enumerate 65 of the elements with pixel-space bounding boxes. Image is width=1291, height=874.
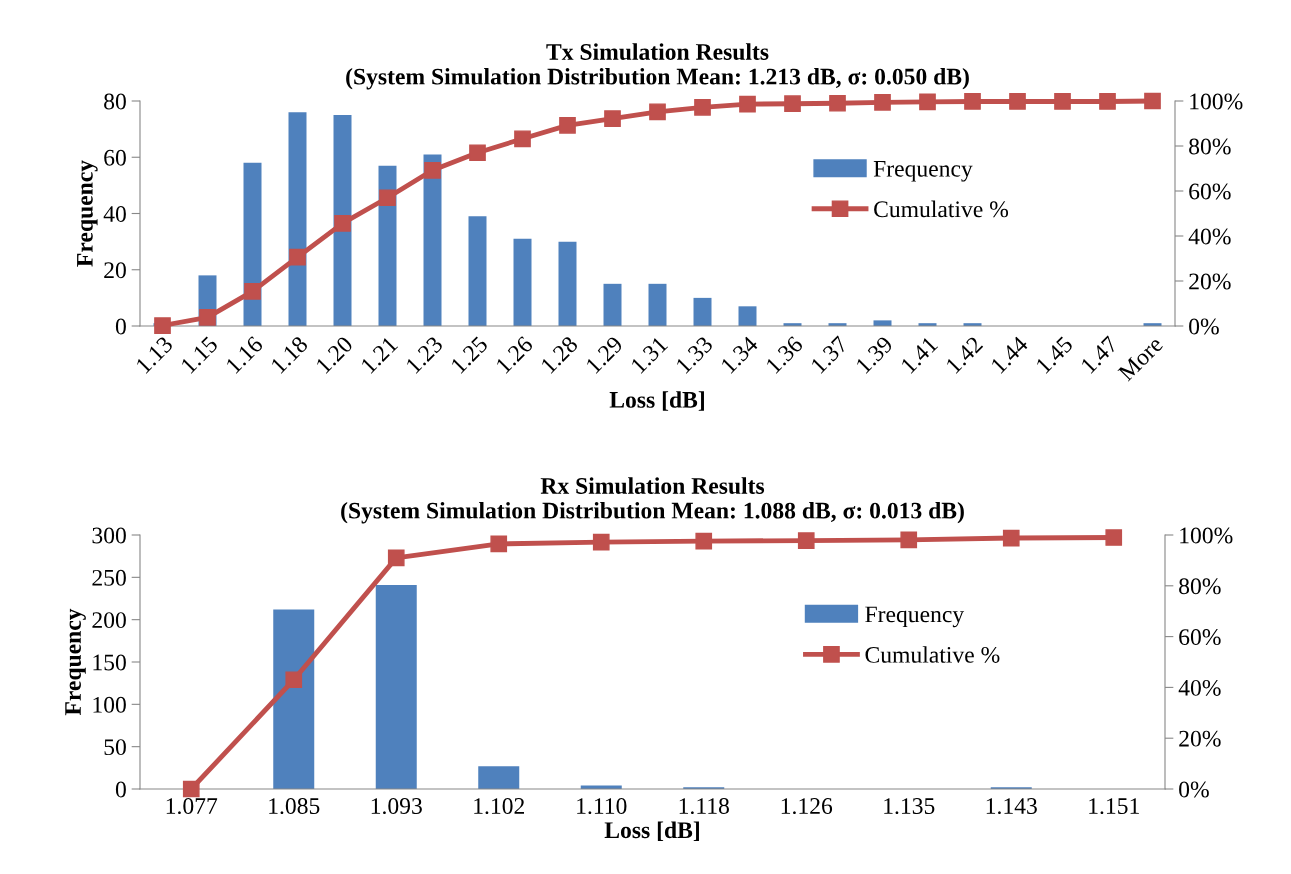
- x-tick-label: 1.093: [371, 798, 422, 815]
- x-axis-title: Loss [dB]: [609, 391, 704, 411]
- x-tick-label: 1.45: [1035, 335, 1074, 374]
- x-tick-label: 1.28: [540, 335, 579, 374]
- x-axis-title: Loss [dB]: [604, 821, 699, 842]
- x-tick-label: 1.20: [315, 335, 354, 374]
- x-tick-label: 1.102: [474, 798, 525, 815]
- x-tick-label: 1.118: [679, 798, 729, 815]
- x-tick-label: 1.31: [630, 335, 669, 374]
- legend-label: Frequency: [865, 606, 965, 628]
- y2-tick-label: 80%: [1179, 578, 1221, 595]
- x-tick-label: 1.37: [810, 335, 849, 374]
- legend-label: Cumulative %: [874, 200, 1009, 218]
- x-tick-label: 1.23: [405, 335, 444, 374]
- x-tick-label: 1.15: [180, 335, 219, 374]
- x-tick-label: 1.16: [225, 335, 264, 374]
- y2-tick-label: 100%: [1180, 527, 1233, 544]
- x-tick-label: 1.126: [781, 798, 833, 815]
- y-tick-label: 100: [93, 696, 126, 713]
- y-tick-label: 60: [104, 149, 126, 166]
- x-tick-label: 1.34: [720, 335, 760, 374]
- y2-tick-label: 40%: [1178, 679, 1221, 696]
- x-tick-label: 1.110: [577, 798, 627, 815]
- y-tick-label: 250: [92, 569, 126, 586]
- y2-tick-label: 80%: [1189, 138, 1231, 155]
- y2-tick-label: 0%: [1189, 318, 1219, 335]
- y-tick-label: 20: [104, 262, 126, 279]
- y-tick-label: 150: [93, 654, 126, 671]
- y-tick-label: 40: [103, 205, 126, 222]
- y-tick-label: 0: [115, 781, 126, 798]
- legend-label: Frequency: [873, 161, 973, 182]
- y2-tick-label: 0%: [1179, 781, 1209, 798]
- x-tick-label: 1.151: [1089, 798, 1139, 815]
- y2-tick-label: 60%: [1189, 183, 1231, 200]
- y2-tick-label: 100%: [1190, 93, 1243, 110]
- y2-tick-label: 40%: [1188, 228, 1231, 245]
- y-axis-title: Frequency: [77, 160, 98, 267]
- x-tick-label: 1.18: [270, 335, 309, 374]
- x-tick-label: 1.21: [360, 335, 399, 374]
- x-tick-label: 1.085: [269, 798, 320, 815]
- x-tick-label: 1.39: [855, 335, 894, 374]
- y2-tick-label: 20%: [1179, 730, 1221, 747]
- y-tick-label: 200: [92, 612, 126, 629]
- x-tick-label: 1.26: [495, 335, 534, 374]
- x-tick-label: 1.135: [884, 798, 935, 815]
- chart-title: Tx Simulation Results (System Simulation Distribution Mean: 1.213 dB, σ: 0.050 dB): [346, 43, 969, 90]
- y2-tick-label: 60%: [1179, 629, 1221, 646]
- chart-title: Rx Simulation Results (System Simulation Distribution Mean: 1.088 dB, σ: 0.013 dB): [341, 477, 964, 524]
- x-tick-label: 1.41: [900, 335, 939, 374]
- y-tick-label: 0: [115, 318, 126, 335]
- x-tick-label: 1.44: [990, 335, 1030, 374]
- x-tick-label: 1.13: [135, 335, 174, 374]
- x-tick-label: 1.29: [585, 335, 624, 374]
- y-tick-label: 80: [104, 93, 126, 110]
- y-tick-label: 300: [92, 527, 126, 544]
- legend-label: Cumulative %: [865, 646, 1000, 663]
- x-tick-label: 1.33: [675, 335, 714, 374]
- x-tick-label: 1.25: [450, 335, 489, 374]
- y-tick-label: 50: [104, 739, 126, 756]
- x-tick-label: 1.143: [986, 798, 1037, 815]
- x-tick-label: 1.077: [166, 798, 218, 815]
- x-tick-label: 1.36: [765, 335, 804, 374]
- y2-tick-label: 20%: [1189, 273, 1231, 290]
- x-tick-label: 1.42: [945, 335, 984, 374]
- y-axis-title: Frequency: [65, 608, 86, 716]
